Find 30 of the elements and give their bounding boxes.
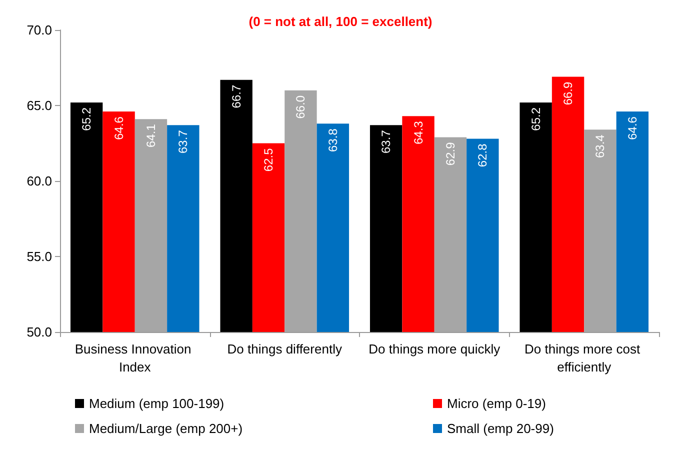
- x-tick-label: Do things more quickly: [368, 342, 501, 356]
- x-tick-label: Do things more cost efficiently: [524, 342, 644, 374]
- data-label: 65.2: [80, 107, 94, 131]
- x-tick-label: Business Innovation Index: [74, 342, 195, 374]
- x-tick-label: Do things differently: [227, 342, 342, 356]
- chart-subtitle: (0 = not at all, 100 = excellent): [248, 14, 432, 29]
- legend-label: Small (emp 20-99): [447, 421, 554, 436]
- data-label: 66.9: [561, 81, 576, 106]
- data-label: 63.7: [176, 130, 190, 154]
- y-tick-label: 50.0: [26, 324, 52, 340]
- data-label: 65.2: [528, 107, 543, 131]
- data-label: 62.5: [262, 148, 276, 172]
- data-label: 63.8: [326, 128, 340, 152]
- data-label: 66.0: [294, 95, 308, 119]
- y-tick-label: 55.0: [26, 249, 52, 264]
- data-label: 64.6: [112, 116, 126, 140]
- data-label: 63.4: [593, 134, 608, 158]
- legend-label: Micro (emp 0-19): [447, 396, 546, 411]
- y-tick-label: 60.0: [26, 174, 52, 188]
- data-label: 66.7: [229, 84, 244, 108]
- legend-label: Medium (emp 100-199): [89, 396, 224, 411]
- data-label: 62.8: [476, 143, 490, 168]
- legend-label: Medium/Large (emp 200+): [89, 421, 243, 436]
- data-label: 63.7: [379, 130, 394, 154]
- data-label: 64.6: [625, 116, 640, 140]
- y-tick-label: 65.0: [26, 98, 52, 113]
- data-label: 62.9: [443, 142, 458, 166]
- data-label: 64.3: [411, 120, 426, 144]
- y-tick-label: 70.0: [26, 22, 52, 38]
- data-label: 64.1: [144, 124, 158, 148]
